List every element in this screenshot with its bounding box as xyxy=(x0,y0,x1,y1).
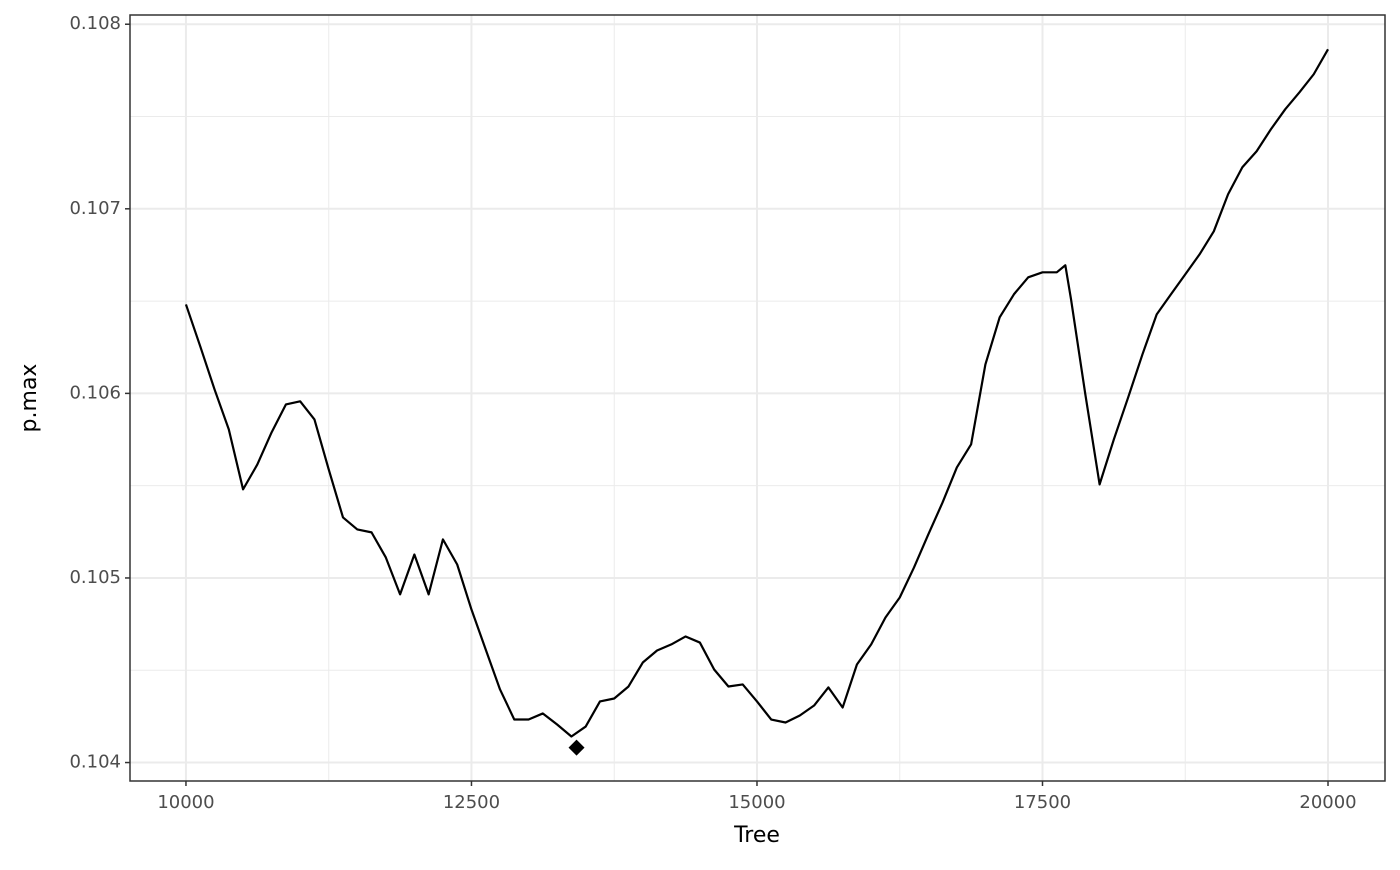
x-tick-label: 15000 xyxy=(728,792,785,813)
x-tick-label: 20000 xyxy=(1299,792,1356,813)
y-tick-label: 0.107 xyxy=(69,198,121,219)
y-axis-title: p.max xyxy=(17,364,42,433)
data-line xyxy=(184,48,1329,738)
y-tick-label: 0.104 xyxy=(69,752,121,773)
x-tick-label: 12500 xyxy=(443,792,500,813)
y-tick-label: 0.105 xyxy=(69,567,121,588)
panel-border xyxy=(129,14,1386,782)
y-tick-label: 0.108 xyxy=(69,13,121,34)
y-tick-label: 0.106 xyxy=(69,382,121,403)
x-axis-title: Tree xyxy=(733,823,780,848)
x-tick-label: 17500 xyxy=(1014,792,1071,813)
highlight-point xyxy=(568,739,585,756)
x-tick-label: 10000 xyxy=(157,792,214,813)
